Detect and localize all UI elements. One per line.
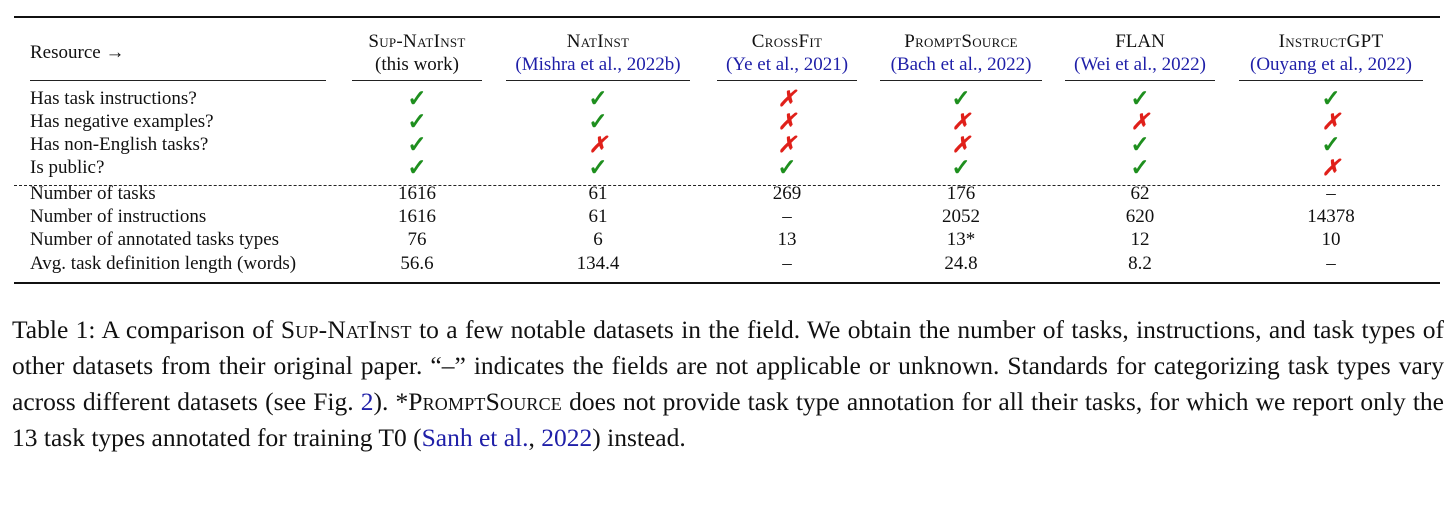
table-cell: – <box>1326 183 1336 204</box>
table-cell: 14378 <box>1307 206 1355 227</box>
col-header-crossfit: CrossFit (Ye et al., 2021) <box>714 30 860 76</box>
col-header-promptsource: PromptSource (Bach et al., 2022) <box>877 30 1045 76</box>
check-icon: ✓ <box>407 132 427 157</box>
table-cell: 61 <box>588 183 608 204</box>
check-icon: ✓ <box>407 86 427 111</box>
check-icon: ✓ <box>407 155 427 180</box>
figure-ref-link[interactable]: 2 <box>360 387 374 416</box>
cross-icon: ✗ <box>1130 109 1150 134</box>
dataset-name: Sup-NatInst <box>280 315 412 344</box>
row-label: Number of tasks <box>30 183 156 204</box>
table-cell: 13 <box>777 229 797 250</box>
check-icon: ✓ <box>1130 155 1150 180</box>
row-label: Number of annotated tasks types <box>30 229 280 250</box>
cross-icon: ✗ <box>777 86 797 111</box>
citation-link[interactable]: (Mishra et al., 2022b) <box>515 54 681 75</box>
cross-icon: ✗ <box>777 109 797 134</box>
check-icon: ✓ <box>588 86 608 111</box>
citation-link[interactable]: Sanh et al. <box>421 423 529 452</box>
table-cell: 13* <box>946 229 976 250</box>
check-icon: ✓ <box>1130 86 1150 111</box>
table-caption: Table 1: A comparison of Sup-NatInst to … <box>12 315 1444 452</box>
header-underline <box>1065 80 1215 81</box>
table-cell: 269 <box>772 183 802 204</box>
row-label: Avg. task definition length (words) <box>30 253 297 274</box>
cross-icon: ✗ <box>588 132 608 157</box>
cross-icon: ✗ <box>777 132 797 157</box>
row-label: Has negative examples? <box>30 111 214 132</box>
check-icon: ✓ <box>951 155 971 180</box>
cross-icon: ✗ <box>1321 155 1341 180</box>
table-cell: 134.4 <box>576 253 620 274</box>
header-underline <box>30 80 326 81</box>
header-underline <box>506 80 690 81</box>
resource-header: Resource → <box>30 42 125 63</box>
header-underline <box>880 80 1042 81</box>
check-icon: ✓ <box>407 109 427 134</box>
cross-icon: ✗ <box>951 132 971 157</box>
table-cell: 176 <box>946 183 976 204</box>
citation-year-link[interactable]: 2022 <box>541 423 593 452</box>
check-icon: ✓ <box>588 155 608 180</box>
table-cell: 61 <box>588 206 608 227</box>
table-bottom-rule <box>14 282 1440 284</box>
dashed-separator <box>14 185 1440 186</box>
citation-link[interactable]: (Ye et al., 2021) <box>725 54 849 75</box>
table-cell: 12 <box>1130 229 1150 250</box>
header-underline <box>1239 80 1423 81</box>
table-cell: 6 <box>593 229 603 250</box>
table-cell: – <box>782 206 792 227</box>
check-icon: ✓ <box>588 109 608 134</box>
dataset-name: PromptSource <box>408 387 563 416</box>
col-header-instructgpt: InstructGPT (Ouyang et al., 2022) <box>1236 30 1426 76</box>
row-label: Number of instructions <box>30 206 207 227</box>
citation-link[interactable]: (Wei et al., 2022) <box>1074 54 1206 75</box>
check-icon: ✓ <box>1321 132 1341 157</box>
table-cell: 620 <box>1125 206 1155 227</box>
header-underline <box>352 80 482 81</box>
table-cell: 76 <box>407 229 427 250</box>
col-header-flan: FLAN (Wei et al., 2022) <box>1062 30 1218 76</box>
table-cell: 2052 <box>942 206 980 227</box>
check-icon: ✓ <box>777 155 797 180</box>
cross-icon: ✗ <box>1321 109 1341 134</box>
table-cell: 24.8 <box>944 253 978 274</box>
table-cell: 1616 <box>398 206 436 227</box>
table-top-rule <box>14 16 1440 18</box>
row-label: Has task instructions? <box>30 88 197 109</box>
check-icon: ✓ <box>1130 132 1150 157</box>
citation-link[interactable]: (Ouyang et al., 2022) <box>1250 54 1412 75</box>
check-icon: ✓ <box>951 86 971 111</box>
row-label: Has non-English tasks? <box>30 134 209 155</box>
check-icon: ✓ <box>1321 86 1341 111</box>
table-cell: 8.2 <box>1128 253 1152 274</box>
cross-icon: ✗ <box>951 109 971 134</box>
header-underline <box>717 80 857 81</box>
table-cell: 1616 <box>398 183 436 204</box>
table-cell: 56.6 <box>400 253 434 274</box>
col-header-natinst: NatInst (Mishra et al., 2022b) <box>503 30 693 76</box>
table-cell: – <box>782 253 792 274</box>
table-cell: 62 <box>1130 183 1150 204</box>
row-label: Is public? <box>30 157 105 178</box>
table-cell: – <box>1326 253 1336 274</box>
citation-link[interactable]: (Bach et al., 2022) <box>890 54 1032 75</box>
table-cell: 10 <box>1321 229 1341 250</box>
col-header-sup-natinst: Sup-NatInst (this work) <box>368 31 466 75</box>
